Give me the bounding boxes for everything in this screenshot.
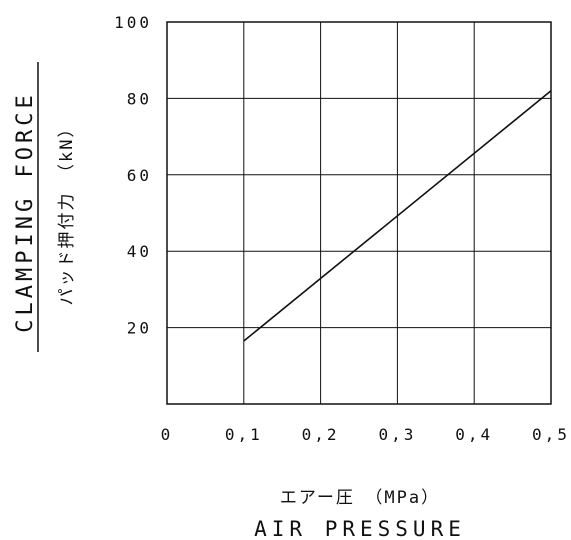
series-line bbox=[243, 90, 552, 342]
y-axis-label: CLAMPING FORCE bbox=[13, 91, 38, 332]
x-tick-label: 0,5 bbox=[532, 425, 570, 444]
x-tick-label: 0,2 bbox=[302, 425, 340, 444]
y-axis-label-japanese: パッド押付力 （kN） bbox=[57, 119, 77, 306]
y-tick-label: 20 bbox=[127, 319, 152, 338]
x-tick-label: 0,1 bbox=[225, 425, 263, 444]
x-tick-label: 0,3 bbox=[378, 425, 416, 444]
y-tick-label: 80 bbox=[127, 89, 152, 108]
x-tick-label: 0 bbox=[161, 425, 174, 444]
y-tick-labels: 20 40 60 80 100 bbox=[114, 13, 152, 338]
y-tick-label: 100 bbox=[114, 13, 152, 32]
y-tick-label: 60 bbox=[127, 166, 152, 185]
grid-lines bbox=[167, 22, 551, 404]
x-tick-label: 0,4 bbox=[455, 425, 493, 444]
y-tick-label: 40 bbox=[127, 242, 152, 261]
x-tick-labels: 0 0,1 0,2 0,3 0,4 0,5 bbox=[161, 425, 570, 444]
x-axis-label-japanese: エアー圧 （MPa） bbox=[280, 488, 440, 508]
x-axis-label: AIR PRESSURE bbox=[254, 517, 466, 540]
series-group bbox=[243, 90, 552, 342]
plot-frame bbox=[166, 21, 552, 405]
